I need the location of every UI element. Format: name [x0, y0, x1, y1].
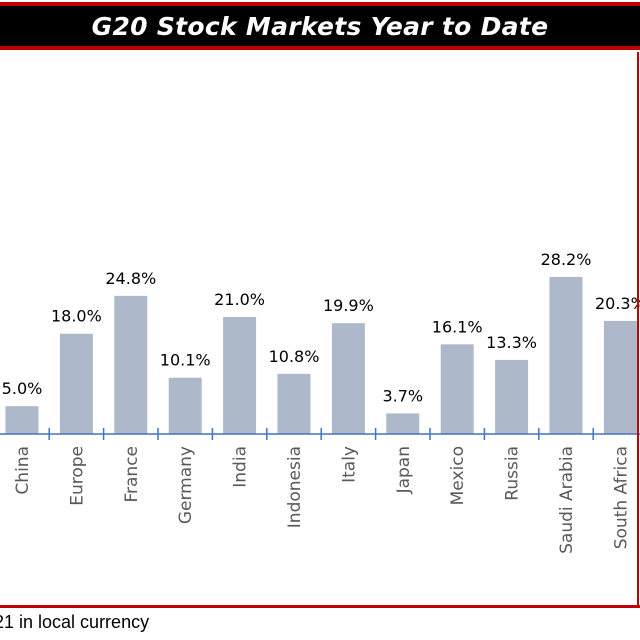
- data-label: 20.3%: [595, 294, 640, 313]
- data-label: 21.0%: [214, 290, 265, 309]
- bar-india: [223, 317, 257, 434]
- category-label: Japan: [394, 446, 414, 494]
- category-label: India: [231, 446, 251, 488]
- bar-saudi-arabia: [549, 276, 583, 434]
- category-label: Germany: [176, 446, 196, 524]
- data-label: 18.0%: [51, 307, 102, 326]
- category-label: Mexico: [448, 446, 468, 505]
- bar-europe: [59, 333, 93, 434]
- bar-south-africa: [603, 320, 637, 434]
- data-label: 28.2%: [541, 250, 592, 269]
- chart-title: G20 Stock Markets Year to Date: [91, 11, 549, 41]
- footnote: 21 in local currency: [0, 612, 150, 632]
- category-label: Italy: [339, 446, 359, 483]
- data-label: 19.9%: [323, 296, 374, 315]
- bar-indonesia: [277, 373, 311, 434]
- data-label: 24.8%: [105, 269, 156, 288]
- category-label: France: [122, 446, 142, 503]
- bar-france: [114, 295, 148, 434]
- data-label: 13.3%: [486, 333, 537, 352]
- bar-mexico: [440, 344, 474, 434]
- bar-italy: [331, 323, 365, 434]
- data-label: 5.0%: [2, 379, 43, 398]
- category-label: South Africa: [611, 446, 631, 549]
- data-label: 3.7%: [382, 386, 423, 405]
- bar-russia: [495, 359, 529, 434]
- category-label: China: [13, 446, 33, 495]
- category-label: Russia: [503, 446, 523, 501]
- bar-germany: [168, 377, 202, 434]
- data-label: 16.1%: [432, 317, 483, 336]
- bar-china: [5, 406, 39, 434]
- frame-border-right: [637, 52, 639, 608]
- category-label: Indonesia: [285, 446, 305, 528]
- bar-chart: 5.0% China 18.0% Europe 24.8% France 10.1% Germ…: [0, 250, 640, 554]
- category-label: Europe: [67, 446, 87, 506]
- bar-japan: [386, 413, 420, 434]
- category-label: Saudi Arabia: [557, 446, 577, 554]
- chart-title-bar: G20 Stock Markets Year to Date: [0, 2, 640, 50]
- data-label: 10.1%: [160, 351, 211, 370]
- data-label: 10.8%: [269, 347, 320, 366]
- frame-border-bottom: [0, 605, 640, 608]
